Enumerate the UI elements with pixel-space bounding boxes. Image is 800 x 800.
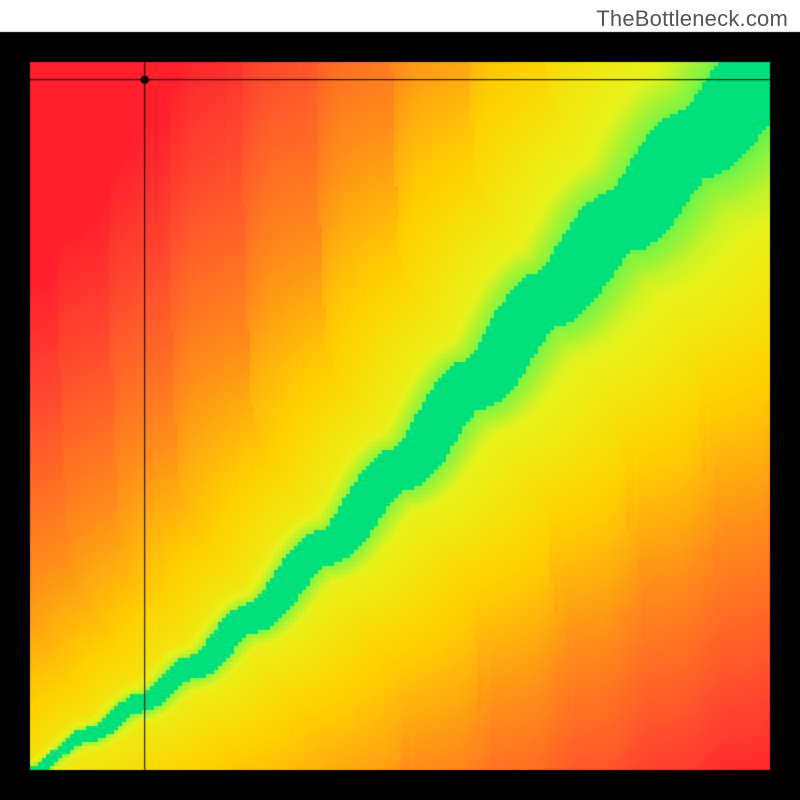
bottleneck-heatmap	[0, 0, 800, 800]
watermark-text: TheBottleneck.com	[596, 6, 788, 32]
root: TheBottleneck.com	[0, 0, 800, 800]
